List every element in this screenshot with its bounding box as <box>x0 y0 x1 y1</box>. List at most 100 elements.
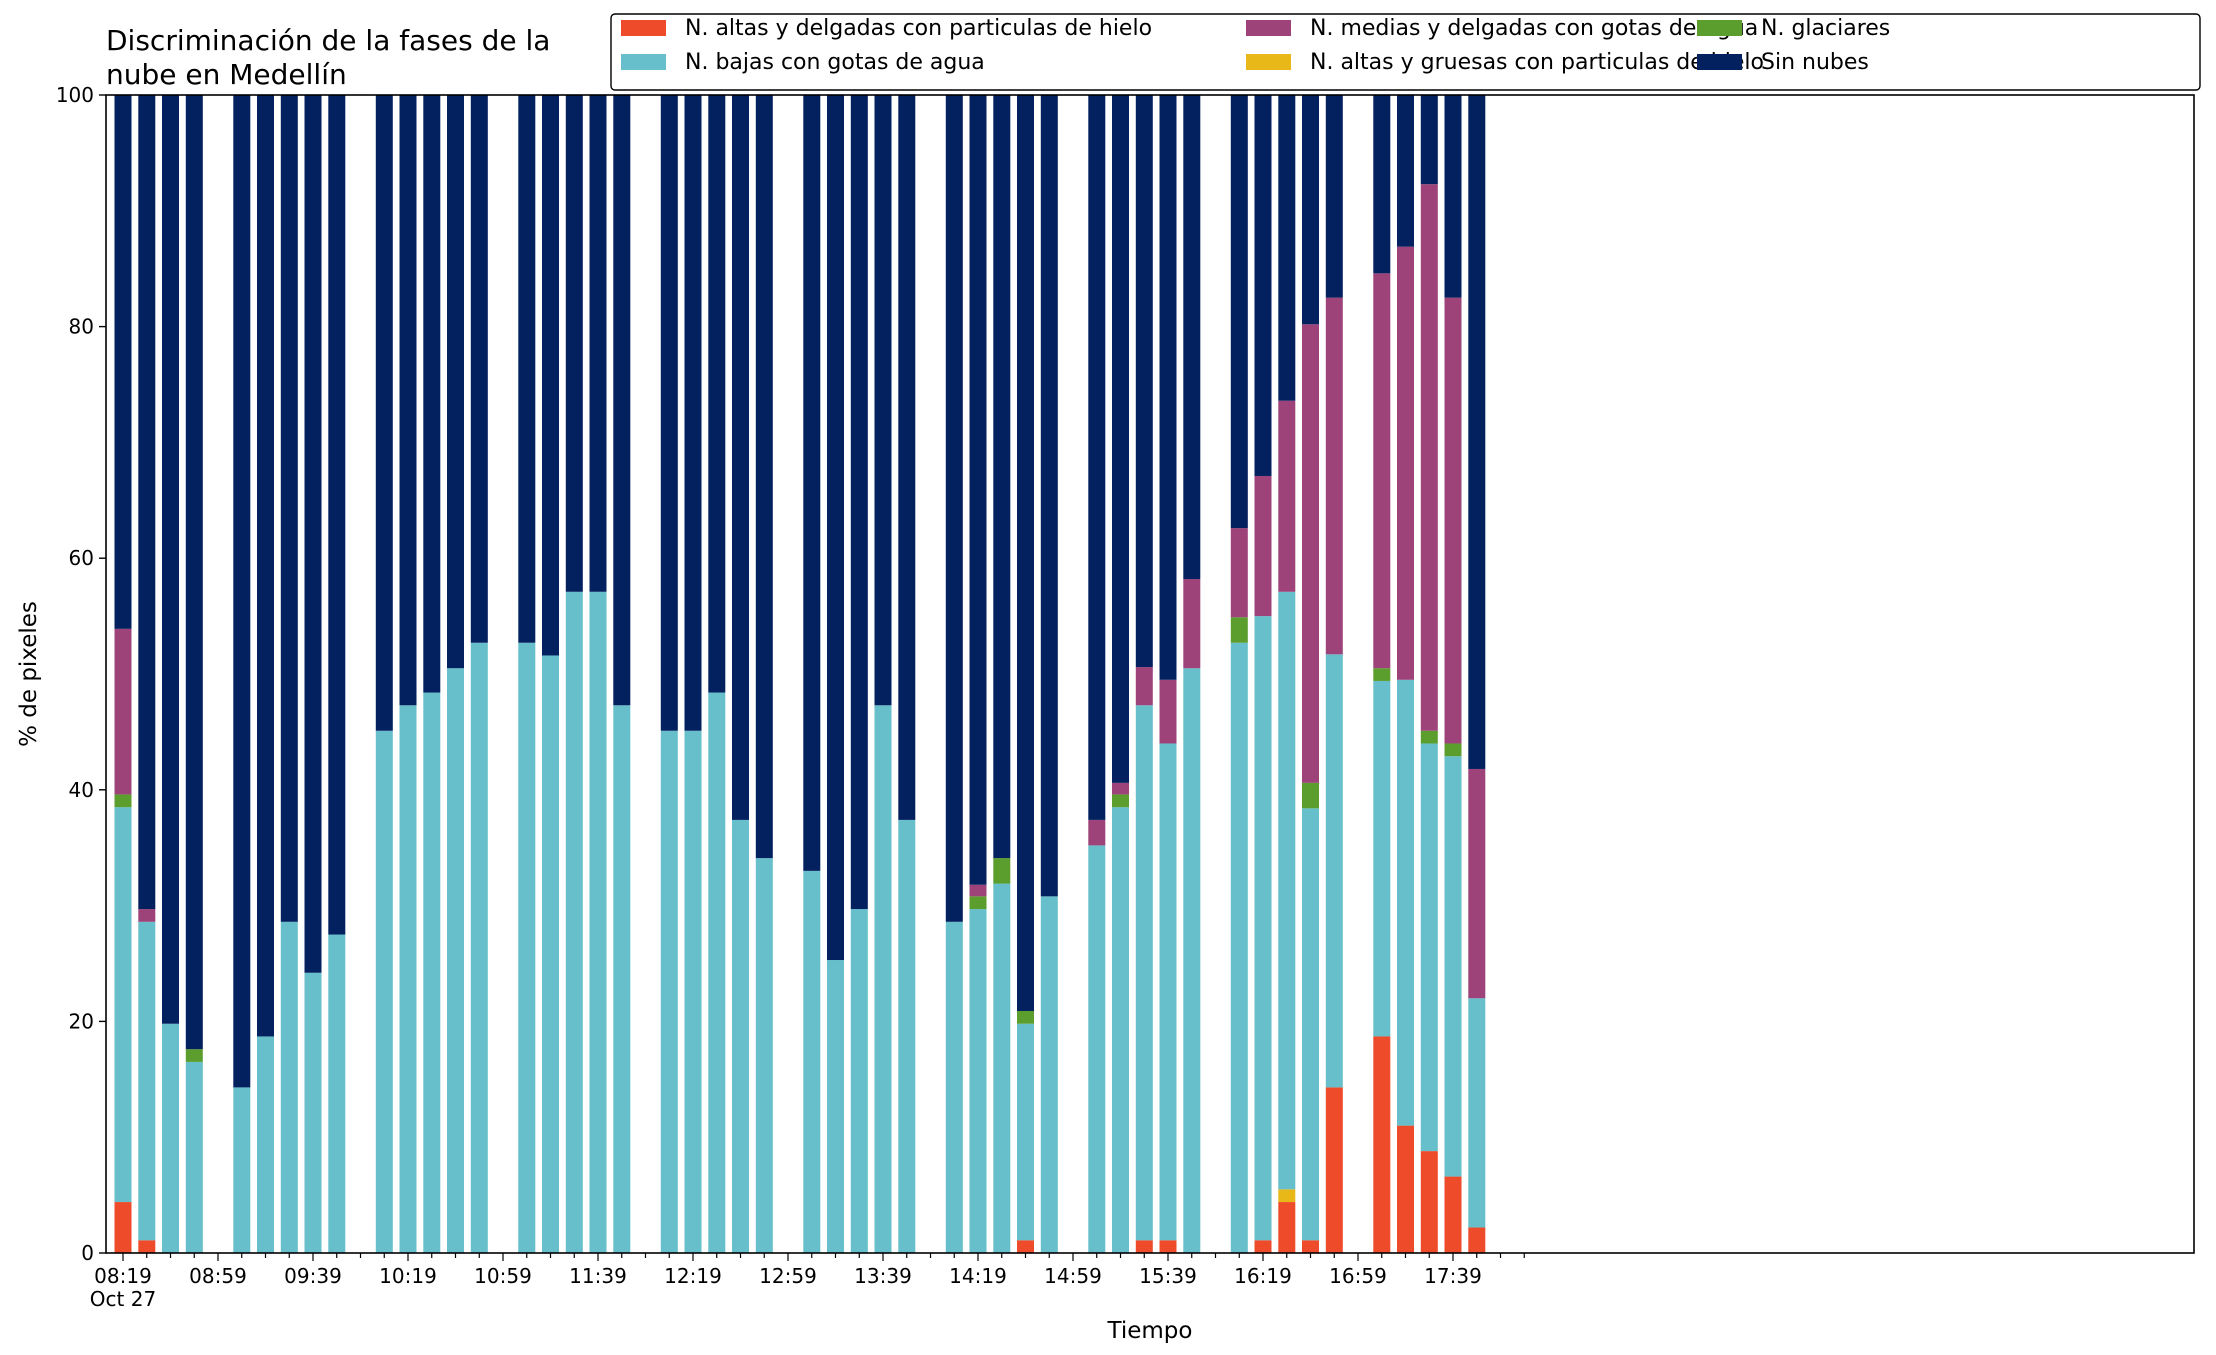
x-tick-label-12: 15:39 <box>1139 1264 1197 1288</box>
bar-segment-18-s3 <box>589 591 607 1253</box>
bar-segment-3-s3 <box>162 1023 179 1253</box>
x-tick-label-15: 17:39 <box>1424 1264 1482 1288</box>
x-tick-label-11: 14:59 <box>1044 1264 1102 1288</box>
bar-segment-42-s3 <box>1278 591 1296 1190</box>
bar-segment-33-s4 <box>1017 1010 1034 1024</box>
y-tick-label-2: 20 <box>69 1009 94 1033</box>
bar-segment-2-s6 <box>138 95 156 910</box>
bar-segment-40-s4 <box>1230 617 1248 643</box>
bar-segment-38-s6 <box>1159 95 1177 680</box>
bar-segment-49-s6 <box>1468 95 1486 769</box>
y-tick-label-4: 60 <box>69 546 94 570</box>
x-tick-label-10: 14:19 <box>949 1264 1007 1288</box>
x-tick-label-3: 09:39 <box>284 1264 342 1288</box>
bar-segment-45-s4 <box>1373 668 1391 681</box>
bar-segment-32-s3 <box>993 883 1011 1253</box>
bar-segment-38-s3 <box>1159 743 1177 1241</box>
bar-segment-4-s3 <box>185 1061 203 1253</box>
bar-segment-17-s6 <box>565 95 583 592</box>
bar-segment-38-s5 <box>1159 679 1177 744</box>
x-tick-label-7: 12:19 <box>664 1264 722 1288</box>
bar-segment-44-s3 <box>1325 654 1343 1088</box>
bar-segment-5-s6 <box>233 95 251 1088</box>
bar-segment-43-s1 <box>1302 1240 1319 1253</box>
bar-segment-37-s1 <box>1135 1240 1153 1253</box>
bar-segment-28-s6 <box>874 95 892 706</box>
bar-segment-1-s1 <box>114 1202 132 1253</box>
bar-segment-33-s6 <box>1017 95 1034 1011</box>
bar-segment-21-s6 <box>684 95 702 731</box>
bar-segment-49-s1 <box>1468 1227 1486 1253</box>
bar-segment-12-s6 <box>423 95 441 693</box>
y-tick-label-6: 100 <box>56 83 94 107</box>
bar-segment-48-s4 <box>1444 743 1462 757</box>
bar-segment-23-s3 <box>732 819 749 1253</box>
bar-segment-47-s6 <box>1420 95 1438 185</box>
bar-segment-9-s3 <box>328 934 346 1253</box>
bar-segment-42-s5 <box>1278 400 1296 592</box>
x-tick-label-9: 13:39 <box>854 1264 912 1288</box>
bar-segment-41-s3 <box>1254 616 1272 1241</box>
x-tick-label-6: 11:39 <box>569 1264 627 1288</box>
x-tick-label-4: 10:19 <box>379 1264 437 1288</box>
legend-label-1: N. altas y delgadas con particulas de hi… <box>685 16 1152 41</box>
legend-label-6: Sin nubes <box>1761 50 1869 75</box>
bar-segment-48-s5 <box>1444 297 1462 744</box>
bar-segment-35-s3 <box>1088 845 1106 1253</box>
bar-segment-46-s6 <box>1397 95 1414 247</box>
bar-segment-24-s3 <box>755 858 773 1253</box>
bar-segment-49-s5 <box>1468 768 1486 999</box>
bar-segment-10-s6 <box>375 95 393 731</box>
legend-swatch-5 <box>1246 20 1291 36</box>
bar-segment-35-s5 <box>1088 819 1106 846</box>
bar-segment-40-s6 <box>1230 95 1248 529</box>
chart-title-line-1: Discriminación de la fases de la <box>106 24 550 57</box>
bar-segment-30-s6 <box>945 95 963 922</box>
bar-segment-9-s6 <box>328 95 346 935</box>
bar-segment-25-s3 <box>803 870 821 1253</box>
bar-segment-28-s3 <box>874 705 892 1253</box>
chart-title-line-2: nube en Medellín <box>106 58 347 91</box>
bar-segment-31-s3 <box>969 909 987 1253</box>
bar-segment-4-s4 <box>185 1049 203 1062</box>
bar-segment-15-s6 <box>518 95 536 643</box>
bar-segment-31-s6 <box>969 95 987 885</box>
bar-segment-1-s5 <box>114 628 132 795</box>
bar-segment-19-s6 <box>613 95 631 706</box>
bar-segment-36-s3 <box>1112 807 1129 1253</box>
bar-segment-44-s1 <box>1325 1087 1343 1253</box>
bar-segment-8-s3 <box>304 972 322 1253</box>
bar-segment-39-s5 <box>1183 579 1201 669</box>
legend-swatch-6 <box>1697 54 1742 70</box>
bar-segment-8-s6 <box>304 95 322 973</box>
bar-segment-18-s6 <box>589 95 607 592</box>
bar-segment-11-s6 <box>399 95 417 706</box>
bar-segment-47-s4 <box>1420 730 1438 744</box>
bar-segment-15-s3 <box>518 642 536 1253</box>
bar-segment-36-s5 <box>1112 782 1129 795</box>
bar-segment-27-s6 <box>850 95 868 910</box>
bar-segment-27-s3 <box>850 909 868 1253</box>
bar-segment-11-s3 <box>399 705 417 1253</box>
legend-swatch-2 <box>1246 54 1291 70</box>
bar-segment-41-s6 <box>1254 95 1272 476</box>
bar-segment-14-s3 <box>470 642 488 1253</box>
bar-segment-38-s1 <box>1159 1240 1177 1253</box>
x-axis-label: Tiempo <box>1107 1318 1193 1344</box>
x-tick-label-2: 08:59 <box>189 1264 247 1288</box>
bar-segment-32-s4 <box>993 858 1011 884</box>
bar-segment-37-s6 <box>1135 95 1153 668</box>
bar-segment-40-s5 <box>1230 528 1248 618</box>
bar-segment-31-s5 <box>969 884 987 897</box>
bar-segment-16-s6 <box>542 95 559 656</box>
bar-segment-42-s1 <box>1278 1202 1296 1253</box>
bar-segment-35-s6 <box>1088 95 1106 820</box>
bar-segment-41-s5 <box>1254 475 1272 617</box>
y-axis-label: % de pixeles <box>16 601 42 747</box>
y-axis: 0 20 40 60 80 100 <box>56 83 106 1265</box>
bar-segment-48-s6 <box>1444 95 1462 298</box>
legend-label-3: N. bajas con gotas de agua <box>685 50 985 75</box>
x-tick-label-13: 16:19 <box>1234 1264 1292 1288</box>
x-tick-label-8: 12:59 <box>759 1264 817 1288</box>
